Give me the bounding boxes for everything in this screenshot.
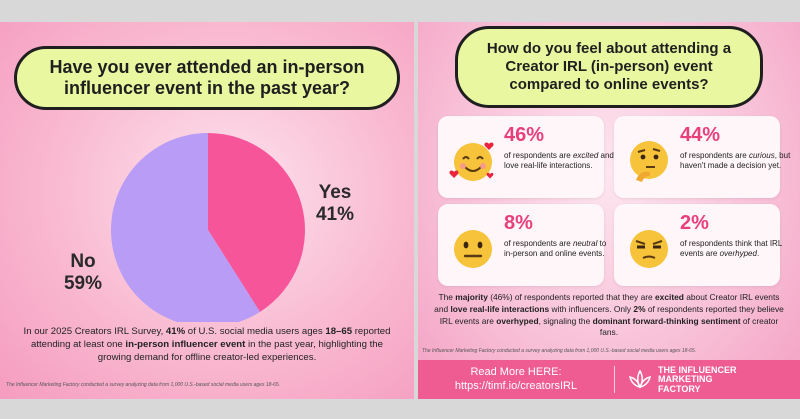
desc-text: of respondents reported they believe IRL… — [439, 303, 784, 326]
desc-text: The — [438, 292, 456, 302]
stat-percent: 2% — [680, 212, 709, 234]
brand-logo: THE INFLUENCER MARKETING FACTORY — [628, 364, 737, 394]
desc-bold: dominant forward-thinking sentiment — [592, 315, 741, 326]
pie-value-no: 59% — [64, 273, 102, 294]
stat-text-part: and love real-life interactions. — [504, 151, 614, 171]
pie-value-yes: 41% — [316, 204, 354, 225]
stat-text-emphasis: curious — [748, 151, 775, 160]
cta-divider — [614, 366, 615, 393]
unamused-face-icon — [630, 230, 668, 268]
desc-bold: in-person influencer event — [125, 338, 246, 350]
stat-text: of respondents are neutral to in-person … — [504, 239, 616, 260]
stat-text: of respondents are excited and love real… — [504, 151, 616, 172]
pie-slice-yes — [208, 133, 305, 312]
stat-percent: 8% — [504, 212, 533, 234]
pie-label-yes: Yes — [319, 182, 352, 203]
stat-text-part: of respondents are — [504, 151, 573, 160]
desc-bold: excited — [655, 292, 684, 302]
desc-bold: 41% — [165, 326, 186, 337]
stat-text: of respondents think that IRL events are… — [680, 239, 792, 260]
thinking-face-icon — [630, 141, 668, 182]
pie-slice-no — [111, 133, 260, 322]
desc-bold: majority — [455, 292, 488, 302]
read-more-url: https://timf.io/creatorsIRL — [454, 380, 578, 393]
stat-text-part: of respondents are — [680, 151, 749, 160]
smiling-face-with-hearts-icon — [449, 142, 494, 181]
desc-text: about Creator IRL events and — [434, 292, 780, 314]
stat-text-part: , but haven't made a decision yet. — [680, 151, 791, 171]
stat-card-curious: 44% of respondents are curious, but have… — [614, 116, 790, 198]
brand-name: THE INFLUENCER MARKETING FACTORY — [658, 364, 737, 394]
stat-text-emphasis: overhyped — [719, 249, 757, 259]
brand-line: FACTORY — [658, 383, 701, 394]
desc-bold: love real-life interactions — [450, 303, 550, 314]
desc-text: of creator fans. — [599, 315, 779, 338]
left-question: Have you ever attended an in-person infl… — [14, 46, 400, 110]
desc-text: In our 2025 Creators IRL Survey, — [23, 326, 166, 337]
left-footnote: The Influencer Marketing Factory conduct… — [6, 382, 281, 388]
desc-text: of U.S. social media users ages — [185, 326, 326, 337]
desc-text: with influencers. Only — [549, 303, 634, 314]
desc-text: reported attending at least one — [31, 326, 391, 350]
stat-text-part: to in-person and online events. — [504, 239, 607, 259]
desc-bold: overhyped — [496, 315, 539, 326]
stat-card-neutral: 8% of respondents are neutral to in-pers… — [438, 204, 606, 286]
right-question: How do you feel about attending a Creato… — [455, 26, 763, 108]
read-more-label: Read More HERE: — [470, 366, 562, 378]
stat-percent: 46% — [504, 124, 545, 146]
desc-text: , signaling the — [538, 315, 593, 326]
read-more-link[interactable]: Read More HERE: https://timf.io/creators… — [418, 360, 614, 399]
stat-text-emphasis: excited — [572, 151, 599, 160]
stat-text-part: . — [756, 249, 760, 259]
stat-text-part: of respondents think that IRL events are — [680, 239, 782, 259]
desc-text: in the past year, highlighting the growi… — [97, 338, 383, 363]
neutral-face-icon — [454, 230, 492, 268]
right-footnote: The Influencer Marketing Factory conduct… — [422, 348, 697, 354]
desc-text: (46%) of respondents reported that they … — [487, 292, 656, 302]
right-description: The majority (46%) of respondents report… — [434, 292, 784, 339]
pie-label-no: No — [70, 251, 95, 272]
lotus-logo-icon — [629, 369, 651, 389]
stat-text-part: of respondents are — [504, 239, 573, 248]
left-panel: Have you ever attended an in-person infl… — [0, 22, 414, 399]
stat-percent: 44% — [680, 124, 721, 146]
stat-text-emphasis: neutral — [572, 239, 598, 248]
brand-line: THE INFLUENCER — [658, 364, 737, 375]
stat-card-excited: 46% of respondents are excited and love … — [438, 116, 614, 198]
desc-bold: 18–65 — [325, 326, 353, 337]
left-description: In our 2025 Creators IRL Survey, 41% of … — [18, 326, 396, 365]
stat-text: of respondents are curious, but haven't … — [680, 151, 792, 172]
right-panel: How do you feel about attending a Creato… — [418, 22, 800, 399]
cta-bar: Read More HERE: https://timf.io/creators… — [418, 360, 800, 399]
desc-bold: 2% — [633, 303, 646, 314]
stat-card-overhyped: 2% of respondents think that IRL events … — [614, 204, 782, 286]
brand-line: MARKETING — [658, 374, 713, 385]
